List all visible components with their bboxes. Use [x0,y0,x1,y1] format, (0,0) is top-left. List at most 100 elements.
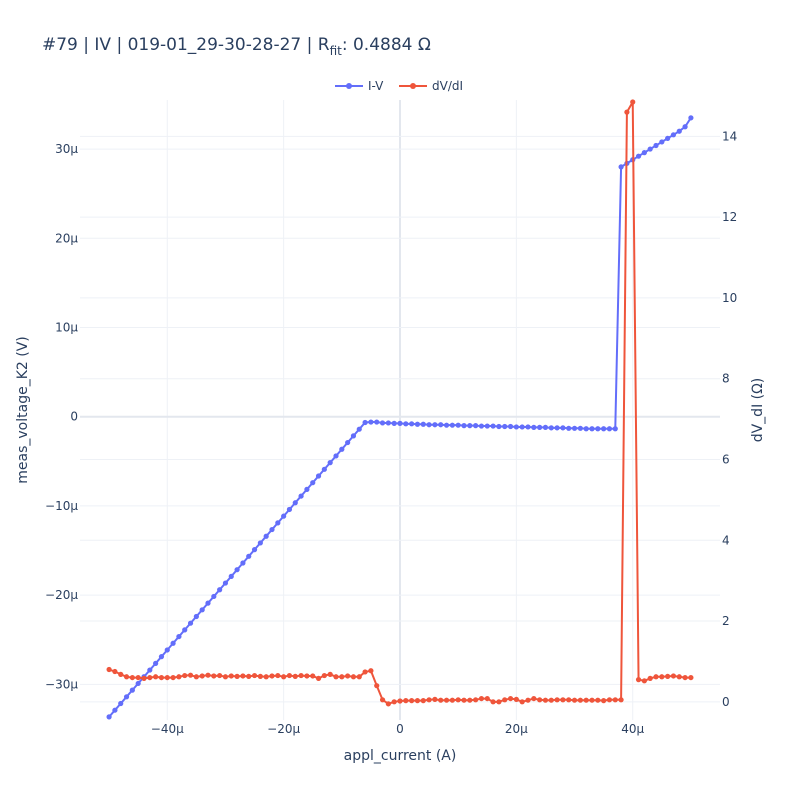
legend[interactable]: I-V dV/dI [335,79,463,93]
data-point-iv[interactable] [595,426,601,432]
data-point-dvdi[interactable] [275,672,281,679]
data-point-iv[interactable] [513,424,519,430]
data-point-iv[interactable] [525,424,531,430]
data-point-dvdi[interactable] [426,697,432,703]
data-point-iv[interactable] [420,421,426,427]
data-point-iv[interactable] [164,647,170,653]
data-point-dvdi[interactable] [589,697,595,703]
data-point-iv[interactable] [461,423,467,429]
data-point-iv[interactable] [653,142,659,149]
data-point-dvdi[interactable] [118,671,124,677]
data-point-dvdi[interactable] [246,673,252,679]
data-point-dvdi[interactable] [624,109,630,115]
legend-item-dvdi[interactable]: dV/dI [399,79,463,93]
data-point-iv[interactable] [391,420,397,426]
data-point-iv[interactable] [449,422,455,428]
data-point-dvdi[interactable] [315,675,322,682]
data-point-iv[interactable] [281,513,287,519]
data-point-iv[interactable] [554,425,560,431]
data-point-iv[interactable] [176,633,182,640]
data-point-iv[interactable] [234,567,240,573]
data-point-iv[interactable] [659,139,665,145]
data-point-iv[interactable] [345,439,351,446]
data-point-dvdi[interactable] [391,699,397,705]
data-point-iv[interactable] [106,714,112,720]
data-point-dvdi[interactable] [182,672,188,679]
data-point-dvdi[interactable] [595,697,601,703]
data-point-dvdi[interactable] [554,697,560,703]
data-point-iv[interactable] [368,419,374,425]
data-point-dvdi[interactable] [112,668,118,675]
data-point-dvdi[interactable] [542,697,549,703]
data-point-dvdi[interactable] [304,673,310,679]
data-point-iv[interactable] [153,660,159,666]
data-point-iv[interactable] [426,422,432,428]
data-point-iv[interactable] [548,425,554,431]
data-point-dvdi[interactable] [368,668,374,674]
data-point-iv[interactable] [199,607,205,613]
data-point-iv[interactable] [217,587,223,593]
data-point-iv[interactable] [519,424,525,430]
data-point-iv[interactable] [333,453,339,459]
data-point-iv[interactable] [670,132,677,138]
data-point-iv[interactable] [327,460,333,466]
data-point-iv[interactable] [275,520,281,526]
data-point-dvdi[interactable] [310,673,316,679]
data-point-dvdi[interactable] [339,674,345,680]
data-point-dvdi[interactable] [356,674,362,680]
data-point-dvdi[interactable] [298,672,304,679]
data-point-dvdi[interactable] [525,697,531,703]
data-point-dvdi[interactable] [222,674,229,680]
data-point-iv[interactable] [682,124,688,130]
data-point-dvdi[interactable] [490,699,496,705]
data-point-dvdi[interactable] [560,697,566,703]
data-point-dvdi[interactable] [263,674,269,680]
data-point-iv[interactable] [403,421,409,427]
data-point-iv[interactable] [688,115,694,121]
data-point-iv[interactable] [589,426,595,432]
data-point-iv[interactable] [240,560,246,566]
data-point-iv[interactable] [647,146,653,152]
data-point-iv[interactable] [251,547,258,553]
data-point-dvdi[interactable] [147,674,153,681]
data-point-dvdi[interactable] [641,678,647,684]
data-point-dvdi[interactable] [345,673,351,679]
data-point-iv[interactable] [205,600,211,606]
data-point-iv[interactable] [170,640,176,646]
data-point-iv[interactable] [490,423,496,429]
data-point-dvdi[interactable] [531,695,537,702]
data-point-dvdi[interactable] [443,697,450,703]
data-point-dvdi[interactable] [199,673,205,679]
data-point-iv[interactable] [414,421,421,427]
data-point-iv[interactable] [112,707,118,713]
data-point-iv[interactable] [566,425,572,431]
data-point-dvdi[interactable] [682,674,688,681]
data-point-dvdi[interactable] [135,674,141,681]
data-point-iv[interactable] [246,553,252,559]
data-point-dvdi[interactable] [321,672,327,679]
data-point-dvdi[interactable] [449,697,455,703]
data-point-iv[interactable] [187,620,194,626]
data-point-dvdi[interactable] [123,674,130,680]
data-point-iv[interactable] [676,128,682,134]
data-point-iv[interactable] [496,423,502,430]
data-point-iv[interactable] [635,153,642,159]
data-point-iv[interactable] [455,422,461,428]
data-point-iv[interactable] [665,135,671,141]
data-point-dvdi[interactable] [251,672,258,679]
data-point-dvdi[interactable] [257,673,263,679]
data-point-iv[interactable] [158,654,165,660]
data-point-dvdi[interactable] [601,698,607,704]
data-point-dvdi[interactable] [397,698,403,704]
data-point-iv[interactable] [147,667,153,673]
data-point-iv[interactable] [350,433,357,439]
data-point-iv[interactable] [304,486,310,492]
data-point-dvdi[interactable] [577,697,583,703]
data-point-iv[interactable] [606,426,613,432]
data-point-dvdi[interactable] [187,672,194,678]
data-point-dvdi[interactable] [362,669,368,675]
data-point-dvdi[interactable] [129,674,135,681]
data-point-dvdi[interactable] [496,699,502,705]
data-point-dvdi[interactable] [106,666,112,673]
data-point-iv[interactable] [577,425,583,431]
